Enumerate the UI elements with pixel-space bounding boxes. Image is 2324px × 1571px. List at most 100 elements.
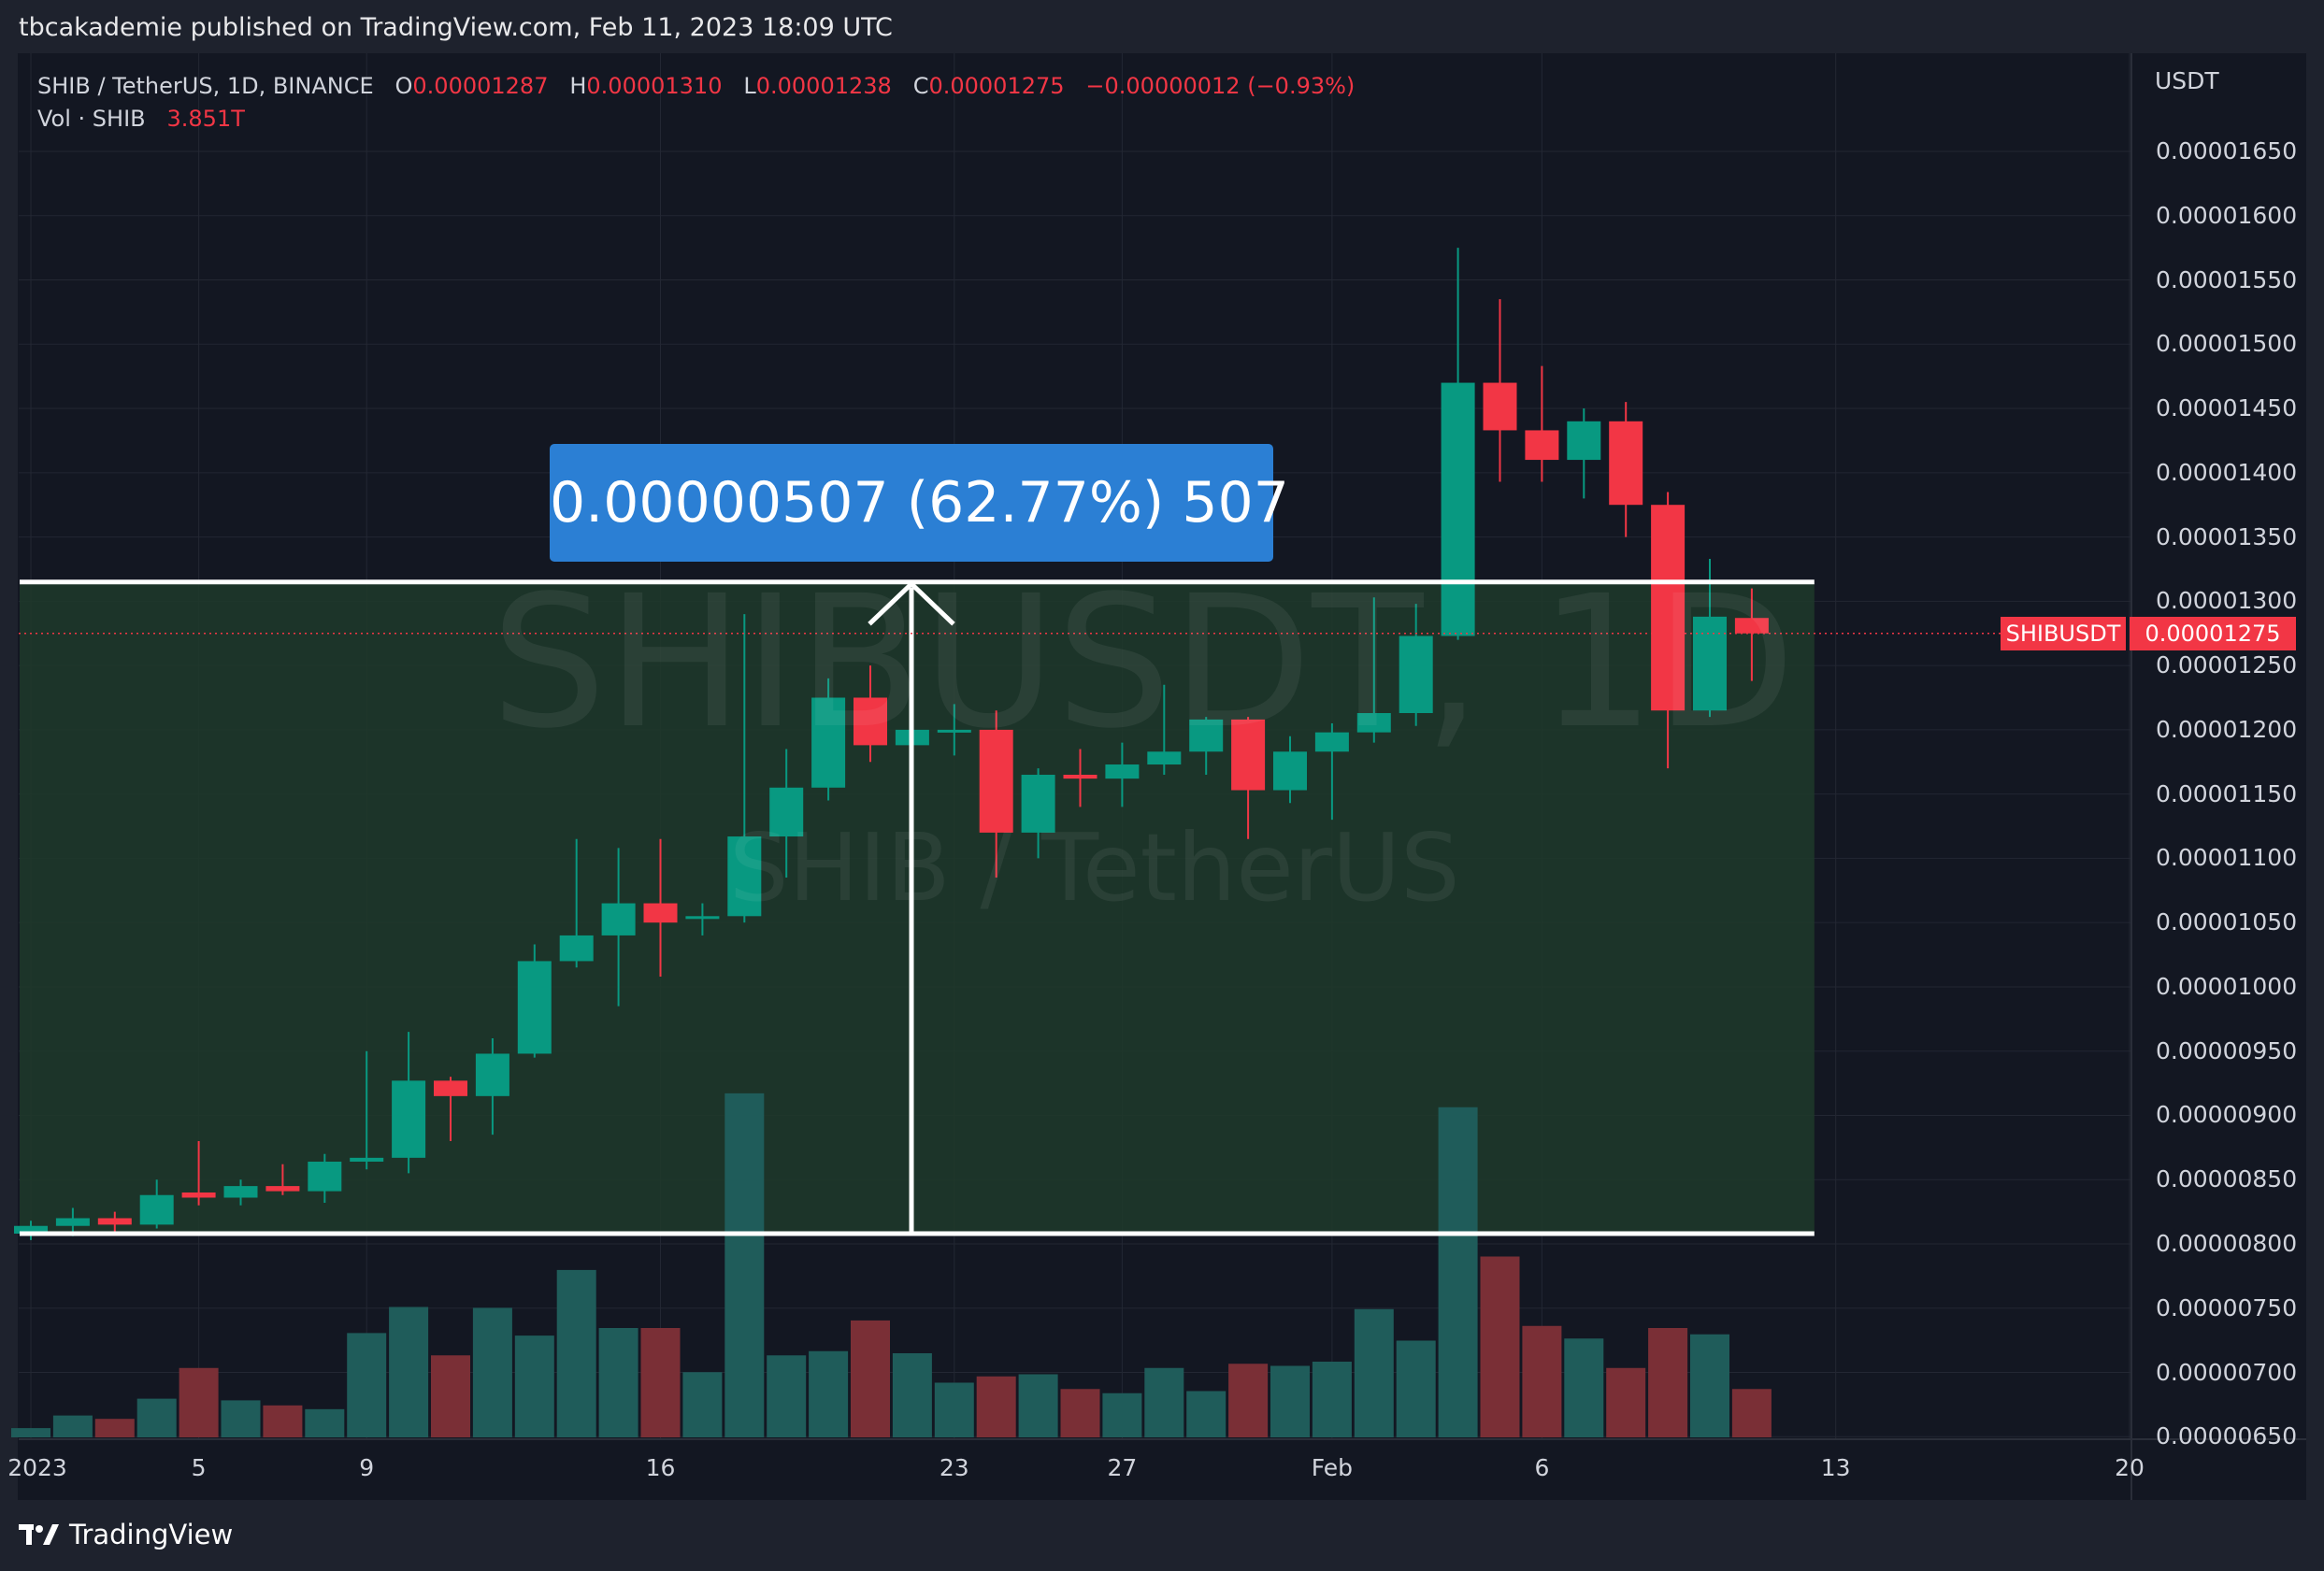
volume-bar: [136, 1398, 177, 1437]
candle-body: [475, 1053, 509, 1096]
volume-bar: [472, 1307, 512, 1437]
volume-bar: [1480, 1256, 1520, 1437]
candle-body: [1693, 616, 1727, 711]
candle-body: [601, 903, 636, 935]
candle-body: [1734, 618, 1769, 634]
candle-body: [14, 1225, 48, 1234]
candle-body: [392, 1080, 426, 1158]
price-tick-label: 0.00001650: [2156, 137, 2298, 164]
price-tick-label: 0.00001100: [2156, 844, 2298, 872]
candle-body: [685, 916, 720, 920]
candle-body: [181, 1192, 216, 1198]
price-tick-label: 0.00000800: [2156, 1230, 2298, 1257]
legend-symbol[interactable]: SHIB / TetherUS, 1D, BINANCE: [37, 73, 374, 99]
volume-bar: [682, 1372, 723, 1437]
volume-bar: [1144, 1367, 1184, 1437]
candle-body: [854, 697, 887, 746]
candle-body: [1189, 719, 1224, 752]
candle-body: [937, 729, 971, 733]
price-tick-label: 0.00001500: [2156, 330, 2298, 358]
tradingview-brand[interactable]: TradingView: [69, 1519, 234, 1550]
volume-bar: [1648, 1328, 1688, 1437]
legend-volume-label[interactable]: Vol · SHIB: [37, 106, 146, 132]
candle-body: [308, 1161, 342, 1192]
watermark-symbol: SHIBUSDT, 1D: [491, 556, 1796, 768]
price-tick-label: 0.00000900: [2156, 1101, 2298, 1129]
candle-body: [1525, 430, 1559, 461]
time-tick-label: 5: [191, 1454, 207, 1481]
candle-body: [1021, 775, 1055, 833]
candle-body: [1273, 751, 1307, 791]
volume-bar: [1228, 1364, 1269, 1437]
legend-close-label: C: [912, 73, 929, 99]
legend-low-value: 0.00001238: [755, 73, 892, 99]
candle-body: [1567, 421, 1601, 461]
volume-bar: [1606, 1367, 1646, 1437]
candle-body: [97, 1218, 132, 1225]
legend-open-label: O: [395, 73, 413, 99]
volume-bar: [851, 1320, 890, 1437]
candle-body: [769, 787, 804, 837]
price-tick-label: 0.00001150: [2156, 779, 2298, 807]
time-tick-label: 13: [1820, 1454, 1851, 1481]
time-tick-label: 16: [645, 1454, 676, 1481]
measure-arrow-head: [868, 580, 955, 626]
volume-bar: [514, 1335, 554, 1437]
volume-legend: Vol · SHIB 3.851T: [37, 106, 245, 132]
candle-body: [1147, 751, 1182, 765]
candle-body: [139, 1194, 174, 1225]
volume-bar: [1270, 1365, 1310, 1437]
volume-bar: [1354, 1308, 1394, 1437]
measure-label[interactable]: 0.00000507 (62.77%) 507: [550, 444, 1289, 562]
time-tick-label: Feb: [1311, 1454, 1354, 1481]
volume-bar: [1690, 1334, 1729, 1437]
volume-bar: [221, 1400, 261, 1437]
symbol-price-tag: SHIBUSDT: [2001, 617, 2126, 650]
volume-bar: [556, 1269, 596, 1437]
volume-bar: [892, 1353, 932, 1437]
volume-bar: [1060, 1389, 1100, 1437]
price-tick-label: 0.00001400: [2156, 458, 2298, 486]
time-tick-label: 20: [2115, 1454, 2145, 1481]
volume-bar: [179, 1367, 219, 1437]
price-tick-label: 0.00000700: [2156, 1358, 2298, 1386]
candle-body: [811, 697, 846, 788]
volume-bar: [1018, 1374, 1058, 1437]
time-tick-label: 6: [1534, 1454, 1550, 1481]
legend-open-value: 0.00001287: [412, 73, 549, 99]
volume-bar: [976, 1376, 1016, 1437]
candle-body: [1483, 382, 1517, 431]
watermark-description: SHIB / TetherUS: [729, 813, 1460, 922]
volume-bar: [1102, 1392, 1142, 1437]
candle-body: [1314, 732, 1349, 752]
volume-bar: [94, 1419, 135, 1437]
candle-body: [1609, 421, 1643, 506]
volume-bar: [809, 1350, 849, 1437]
candle-body: [1441, 382, 1475, 636]
candle-body: [1356, 713, 1391, 733]
candle-body: [350, 1157, 384, 1162]
volume-bar: [934, 1382, 974, 1437]
price-tick-label: 0.00001250: [2156, 651, 2298, 679]
volume-bar: [1312, 1362, 1352, 1437]
candle-body: [434, 1080, 467, 1096]
last-price-tag: 0.00001275: [2130, 617, 2296, 650]
volume-bar: [598, 1328, 638, 1437]
volume-bar: [1564, 1338, 1604, 1437]
publisher-line: tbcakademie published on TradingView.com…: [19, 13, 893, 42]
volume-bar: [724, 1093, 765, 1437]
legend-close-value: 0.00001275: [928, 73, 1065, 99]
price-tick-label: 0.00001300: [2156, 587, 2298, 615]
price-tick-label: 0.00001600: [2156, 201, 2298, 229]
price-axis-currency[interactable]: USDT: [2155, 67, 2219, 94]
legend-volume-value: 3.851T: [166, 106, 245, 132]
volume-bar: [1186, 1391, 1227, 1437]
candle-body: [559, 935, 594, 962]
volume-bar: [1396, 1340, 1436, 1437]
price-tick-label: 0.00001450: [2156, 394, 2298, 422]
tradingview-logo-icon[interactable]: [19, 1522, 60, 1547]
legend-high-value: 0.00001310: [586, 73, 723, 99]
candle-body: [1231, 719, 1266, 791]
measure-region: [20, 581, 1815, 1234]
